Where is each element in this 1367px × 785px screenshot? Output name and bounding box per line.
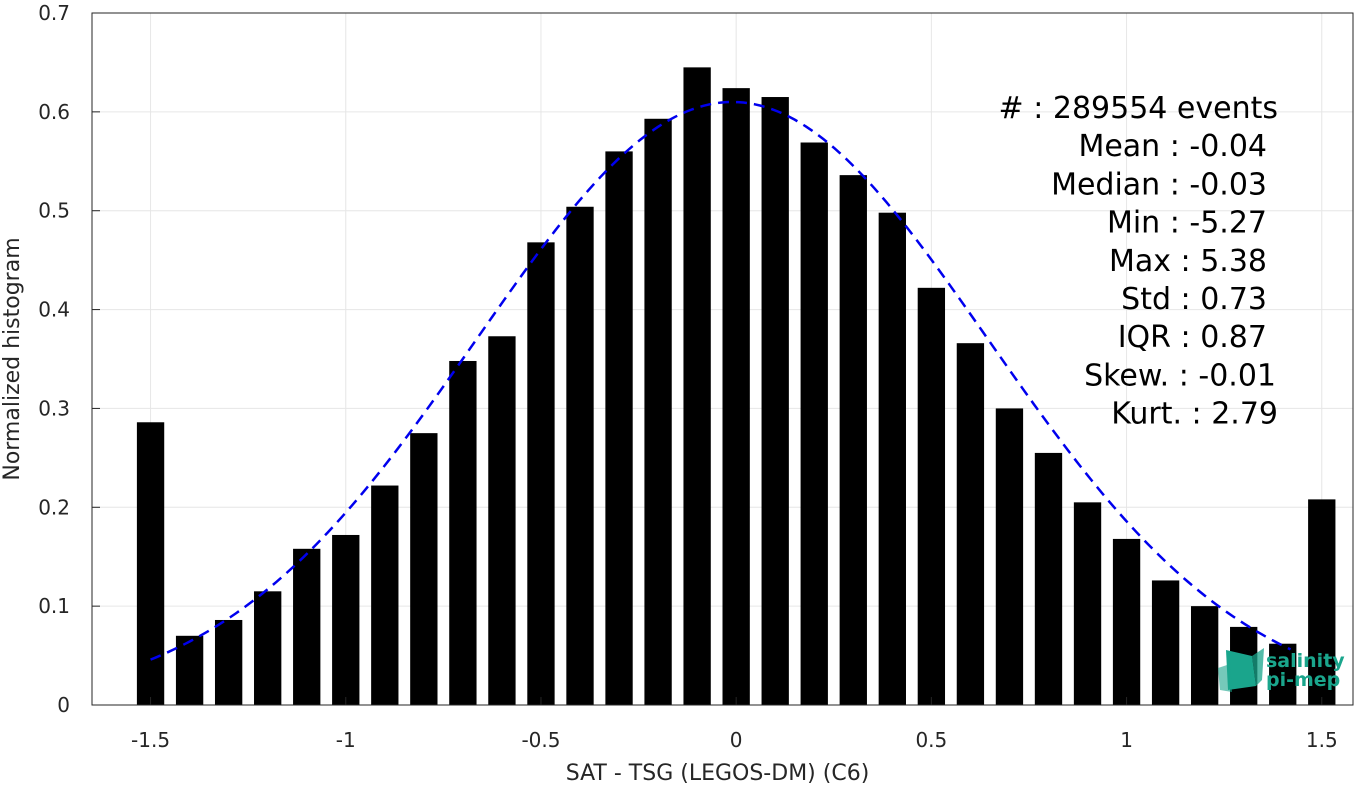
histogram-bar [254,591,282,705]
histogram-bar [371,485,399,705]
histogram-bar [1073,502,1102,705]
plot-area-border [91,12,1354,706]
gaussian-fit-curve [150,100,1292,661]
x-tick-label: -0.5 [521,728,560,752]
logo-cube-icon [1218,648,1264,692]
histogram-bar [1269,643,1297,705]
histogram-bar [683,67,711,705]
stats-line: Mean : -0.04 [1078,129,1267,164]
x-tick-label: 0.5 [915,728,947,752]
salinity-pimep-logo: salinity pi-mep [1218,648,1345,692]
histogram-bar [1112,538,1141,705]
y-axis-ticks: 0 0.1 0.2 0.3 0.4 0.5 0.6 0.7 [38,1,100,717]
stats-line: Kurt. : 2.79 [1111,397,1278,432]
x-axis-label: SAT - TSG (LEGOS-DM) (C6) [566,761,870,785]
x-tick-label: 1 [1120,728,1133,752]
y-tick-label: 0 [57,693,70,717]
x-tick-label: -1.5 [131,728,170,752]
histogram-bar [605,151,633,705]
histogram-bar [956,343,985,705]
histogram-bar [488,336,516,705]
y-tick-label: 0.5 [38,199,70,223]
histogram-bar [410,433,438,705]
y-tick-label: 0.4 [38,298,70,322]
y-tick-label: 0.7 [38,1,70,25]
histogram-bar [449,360,477,705]
stats-line: Std : 0.73 [1121,282,1267,317]
histogram-bar [175,635,204,705]
stats-line: Max : 5.38 [1109,244,1267,279]
y-tick-label: 0.6 [38,100,70,124]
histogram-bar [995,408,1024,705]
histogram-bar [136,422,165,705]
histogram-bar [722,88,750,706]
y-tick-label: 0.2 [38,495,70,519]
histogram-bar [332,534,360,705]
logo-text-salinity: salinity [1266,650,1345,672]
histogram-bar [917,287,946,705]
histogram-bar [761,97,789,706]
histogram-bar [878,212,906,706]
histogram-bar [1034,452,1063,705]
y-tick-label: 0.1 [38,594,70,618]
x-tick-label: 0 [730,728,743,752]
stats-line: # : 289554 events [999,91,1278,126]
y-axis-label: Normalized histogram [0,237,25,480]
histogram-bars [136,67,1336,706]
histogram-bar [839,175,867,705]
stats-line: IQR : 0.87 [1118,320,1267,355]
stats-line: Skew. : -0.01 [1084,358,1276,393]
x-tick-label: -1 [336,728,356,752]
stats-line: Min : -5.27 [1107,206,1267,241]
y-tick-label: 0.3 [38,396,70,420]
histogram-bar [800,142,828,705]
stats-line: Median : -0.03 [1051,167,1267,202]
histogram-bar [1308,499,1336,705]
histogram-bar [566,206,594,705]
histogram-bar [1151,580,1180,705]
histogram-bar [214,619,243,705]
histogram-bar [1190,606,1219,705]
x-tick-label: 1.5 [1306,728,1338,752]
histogram-bar [644,118,672,705]
histogram-bar [293,548,321,705]
x-axis-ticks: -1.5 -1 -0.5 0 0.5 1 1.5 [131,697,1338,752]
histogram-bar [527,242,555,705]
logo-text-pimep: pi-mep [1266,669,1340,691]
